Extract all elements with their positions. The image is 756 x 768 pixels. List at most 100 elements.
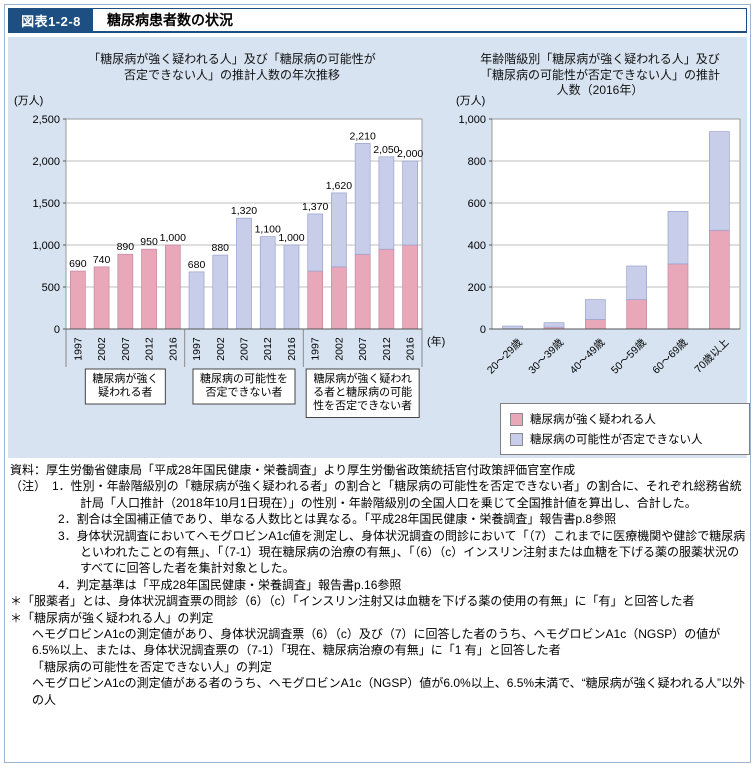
age-group-title-line3: 人数（2016年） bbox=[556, 83, 644, 97]
x-tick-label: 2007 bbox=[239, 337, 251, 361]
bar-segment-cannot-deny bbox=[331, 192, 347, 268]
note-line: ＊「糖尿病が強く疑われる人」の判定 bbox=[10, 610, 214, 625]
legend-swatch bbox=[510, 432, 523, 446]
annual-trend-title-line1: 「糖尿病が強く疑われる人」及び「糖尿病の可能性が bbox=[88, 52, 376, 66]
bar-segment-strongly-suspected bbox=[708, 229, 730, 330]
bar bbox=[259, 236, 276, 330]
bar-segment-strongly-suspected bbox=[402, 244, 418, 330]
value-label: 1,620 bbox=[326, 180, 352, 192]
value-label: 2,210 bbox=[350, 130, 376, 142]
bar-segment-cannot-deny bbox=[378, 156, 395, 250]
plot-area bbox=[491, 118, 741, 330]
group-label-box bbox=[305, 368, 420, 418]
group-label: 糖尿病の可能性を否定できない者 bbox=[200, 371, 288, 399]
x-tick-label: 2002 bbox=[333, 337, 345, 361]
age-group-chart: 0 200 400 600 800 1,000 20～29歳 30～39歳 40～49歳 50～5… bbox=[458, 114, 741, 376]
x-tick-label: 2007 bbox=[120, 337, 132, 361]
y-tick-label: 400 bbox=[468, 240, 486, 252]
value-label: 680 bbox=[188, 259, 206, 271]
bar bbox=[117, 253, 134, 330]
y-tick-label: 0 bbox=[54, 324, 60, 336]
note-line: ＊「服薬者」とは、身体状況調査票の問診（6）（c）「インスリン注射又は血糖を下げ… bbox=[10, 594, 695, 609]
x-tick-label: 1997 bbox=[72, 337, 84, 361]
figure-title: 糖尿病患者数の状況 bbox=[107, 12, 233, 28]
value-label: 1,000 bbox=[160, 232, 186, 244]
y-tick-label: 0 bbox=[480, 324, 486, 336]
bar-segment-strongly-suspected bbox=[331, 266, 347, 330]
y-tick-label: 1,000 bbox=[458, 114, 486, 126]
x-tick-label: 30～39歳 bbox=[526, 336, 566, 376]
bar-segment-strongly-suspected bbox=[584, 319, 606, 330]
chart-panel: 「糖尿病が強く疑われる人」及び「糖尿病の可能性が 否定できない人」の推計人数の年… bbox=[8, 37, 750, 458]
x-tick-label: 40～49歳 bbox=[568, 336, 608, 376]
value-label: 890 bbox=[117, 241, 135, 253]
bar-segment-cannot-deny bbox=[307, 213, 324, 272]
bar-segment-cannot-deny bbox=[502, 325, 524, 330]
x-tick-label: 1997 bbox=[191, 337, 203, 361]
notes-section: 資料：厚生労働省健康局「平成28年国民健康・栄養調査」より厚生労働省政策統括官付… bbox=[10, 462, 747, 708]
value-label: 740 bbox=[93, 254, 111, 266]
age-group-chart-title: 年齢階級別「糖尿病が強く疑われる人」及び 「糖尿病の可能性が否定できない人」の推… bbox=[450, 52, 750, 99]
x-tick-label: 2016 bbox=[167, 337, 179, 361]
bar bbox=[141, 248, 157, 330]
group-label: 糖尿病が強く疑われる者と糖尿病の可能性を否定できない者 bbox=[313, 371, 412, 412]
bar bbox=[236, 217, 252, 330]
bar bbox=[164, 244, 181, 330]
bar-segment-cannot-deny bbox=[354, 143, 371, 255]
y-tick-label: 800 bbox=[468, 156, 486, 168]
note-line: 資料：厚生労働省健康局「平成28年国民健康・栄養調査」より厚生労働省政策統括官付… bbox=[10, 463, 576, 477]
value-label: 1,100 bbox=[255, 224, 281, 236]
y-tick-label: 2,000 bbox=[32, 156, 60, 168]
value-label: 690 bbox=[69, 258, 87, 270]
bar-segment-strongly-suspected bbox=[667, 263, 689, 330]
x-tick-label: 50～59歳 bbox=[609, 336, 649, 376]
x-tick-label: 2016 bbox=[405, 337, 417, 361]
bar-segment-cannot-deny bbox=[543, 322, 565, 328]
x-tick-label: 20～29歳 bbox=[485, 336, 525, 376]
annual-trend-chart: 0 500 1,000 1,500 2,000 2,500 690 1997 740 2002 89… bbox=[32, 114, 445, 418]
age-group-y-unit-label: (万人) bbox=[456, 95, 486, 107]
age-group-title-line1: 年齢階級別「糖尿病が強く疑われる人」及び bbox=[480, 52, 720, 66]
bar bbox=[93, 266, 110, 330]
x-tick-label: 2002 bbox=[215, 337, 227, 361]
legend-label: 糖尿病の可能性が否定できない人 bbox=[530, 434, 703, 446]
chart-legend: 糖尿病が強く疑われる人糖尿病の可能性が否定できない人 bbox=[500, 403, 750, 455]
note-line: ヘモグロビンA1cの測定値があり、身体状況調査票（6）（c）及び（7）に回答した… bbox=[32, 627, 721, 658]
age-group-title-line2: 「糖尿病の可能性が否定できない人」の推計 bbox=[479, 67, 720, 82]
x-tick-label: 2012 bbox=[144, 337, 156, 361]
x-tick-label: 2012 bbox=[262, 337, 274, 361]
legend-label: 糖尿病が強く疑われる人 bbox=[530, 414, 656, 426]
y-tick-label: 500 bbox=[42, 282, 60, 294]
y-tick-label: 1,500 bbox=[32, 198, 60, 210]
value-label: 950 bbox=[140, 236, 158, 248]
bar-segment-cannot-deny bbox=[667, 211, 689, 265]
bar-segment-cannot-deny bbox=[584, 299, 606, 320]
note-line: 2．割合は全国補正値であり、単なる人数比とは異なる。「平成28年国民健康・栄養調… bbox=[58, 512, 617, 527]
x-tick-label: 1997 bbox=[310, 337, 322, 361]
annual-trend-y-unit-label: (万人) bbox=[14, 95, 44, 107]
y-tick-label: 1,000 bbox=[32, 240, 60, 252]
bar-segment-strongly-suspected bbox=[378, 248, 395, 330]
group-label: 糖尿病が強く疑われる者 bbox=[92, 371, 158, 399]
value-label: 1,370 bbox=[302, 201, 328, 213]
bar-segment-strongly-suspected bbox=[354, 253, 371, 330]
y-tick-label: 600 bbox=[468, 198, 486, 210]
x-tick-label: 2016 bbox=[286, 337, 298, 361]
bar-segment-cannot-deny bbox=[626, 265, 648, 300]
note-line: （注） 1．性別・年齢階級別の「糖尿病が強く疑われる者」の割合と「糖尿病の可能性… bbox=[10, 479, 742, 510]
bar-segment-strongly-suspected bbox=[626, 299, 648, 330]
y-tick-label: 200 bbox=[468, 282, 486, 294]
figure-number-badge: 図表1-2-8 bbox=[9, 9, 93, 31]
value-label: 1,320 bbox=[231, 205, 257, 217]
value-label: 2,000 bbox=[397, 148, 423, 160]
value-label: 880 bbox=[212, 242, 230, 254]
legend-item: 糖尿病の可能性が否定できない人 bbox=[510, 431, 740, 447]
bar-segment-cannot-deny bbox=[708, 131, 730, 231]
bar bbox=[212, 254, 229, 330]
bar-segment-cannot-deny bbox=[402, 160, 418, 246]
figure-header: 図表1-2-8 糖尿病患者数の状況 bbox=[8, 8, 747, 33]
note-line: 3．身体状況調査においてヘモグロビンA1c値を測定し、身体状況調査の問診において… bbox=[58, 528, 746, 576]
x-axis-unit: (年) bbox=[427, 334, 445, 348]
note-line: 4．判定基準は「平成28年国民健康・栄養調査」報告書p.16参照 bbox=[58, 577, 402, 592]
x-tick-label: 2007 bbox=[357, 337, 369, 361]
